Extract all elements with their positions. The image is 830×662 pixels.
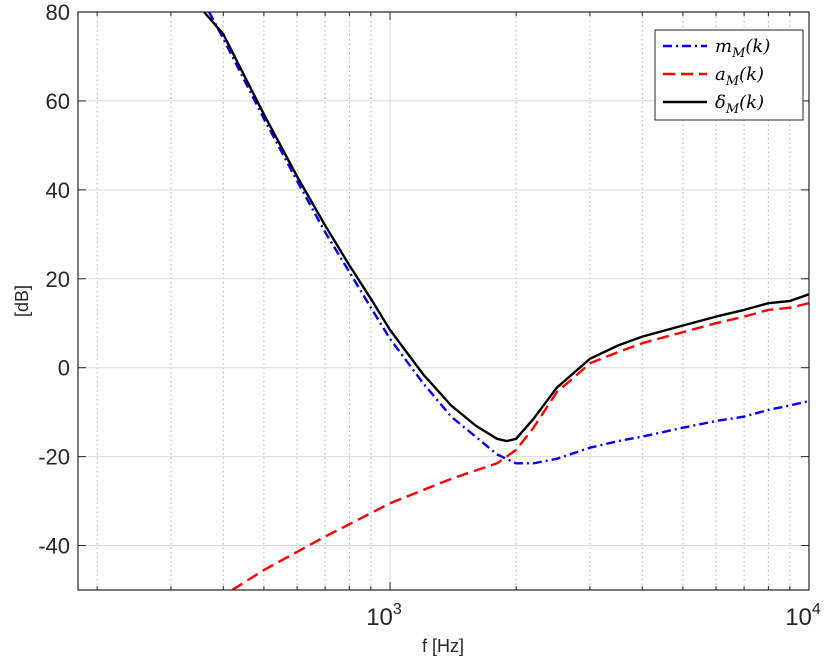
- y-tick-label: 40: [46, 178, 70, 203]
- y-tick-label: -40: [38, 534, 70, 559]
- x-tick-label-base: 10: [785, 604, 812, 631]
- series-line-3: [203, 12, 809, 443]
- legend-label-symbol: m: [715, 36, 732, 57]
- legend-label-argument: (k): [745, 36, 770, 57]
- series-line-2: [231, 302, 809, 590]
- legend-label-subscript: M: [725, 74, 740, 89]
- x-tick-label: 104: [785, 601, 821, 631]
- legend-label-symbol: δ: [715, 92, 726, 113]
- legend-label-1: mM(k): [715, 36, 770, 61]
- legend-box: [654, 29, 804, 121]
- y-tick-label: 80: [46, 0, 70, 25]
- legend-label-subscript: M: [731, 46, 746, 61]
- y-tick-label: 60: [46, 89, 70, 114]
- plot-frame: [77, 11, 810, 591]
- x-tick-label-exponent: 3: [393, 601, 402, 618]
- x-tick-label-exponent: 4: [812, 601, 821, 618]
- x-tick-label-base: 10: [366, 604, 393, 631]
- x-tick-label: 103: [366, 601, 402, 631]
- legend-label-argument: (k): [739, 92, 764, 113]
- legend-label-subscript: M: [725, 102, 740, 117]
- legend-label-symbol: a: [715, 64, 726, 85]
- legend-label-argument: (k): [739, 64, 764, 85]
- legend-label-3: δM(k): [715, 92, 764, 117]
- legend: mM(k)aM(k)δM(k): [654, 29, 804, 121]
- series-line-1: [208, 12, 809, 465]
- y-tick-label: 0: [58, 356, 70, 381]
- y-tick-label: -20: [38, 445, 70, 470]
- y-axis-label: [dB]: [12, 285, 32, 317]
- y-tick-label: 20: [46, 267, 70, 292]
- legend-label-2: aM(k): [715, 64, 764, 89]
- series-layer: [203, 12, 809, 590]
- x-axis-label: f [Hz]: [422, 636, 464, 656]
